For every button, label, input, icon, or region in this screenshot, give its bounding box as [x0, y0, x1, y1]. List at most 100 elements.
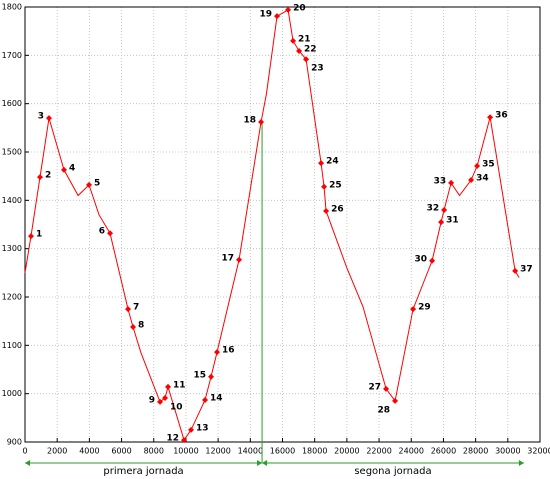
waypoint-marker: [208, 373, 215, 380]
waypoint-marker: [296, 47, 303, 54]
waypoint-marker: [165, 383, 172, 390]
waypoint-marker: [130, 323, 137, 330]
waypoint-marker: [36, 174, 43, 181]
waypoint-label: 1: [36, 230, 42, 240]
waypoint-marker: [86, 181, 93, 188]
waypoint-label: 28: [378, 405, 391, 415]
waypoint-marker: [318, 160, 325, 167]
x-tick-label: 6000: [111, 447, 131, 456]
waypoint-marker: [429, 257, 436, 264]
waypoint-marker: [448, 179, 455, 186]
x-tick-label: 18000: [302, 447, 327, 456]
y-tick-label: 1300: [2, 244, 22, 253]
arrow-head: [257, 460, 263, 466]
waypoint-label: 5: [94, 178, 100, 188]
waypoint-label: 31: [446, 216, 459, 226]
waypoint-marker: [383, 385, 390, 392]
waypoint-marker: [188, 426, 195, 433]
profile-line: [24, 9, 520, 442]
stage-label: primera jornada: [103, 466, 183, 477]
x-tick-label: 2000: [47, 447, 67, 456]
waypoint-label: 14: [210, 393, 223, 403]
waypoint-marker: [392, 397, 399, 404]
x-tick-label: 24000: [399, 447, 424, 456]
x-tick-label: 8000: [144, 447, 164, 456]
waypoint-marker: [474, 163, 481, 170]
waypoint-label: 30: [415, 254, 428, 264]
waypoint-label: 10: [170, 403, 183, 413]
waypoint-label: 19: [260, 10, 273, 20]
arrow-head: [25, 460, 30, 466]
y-tick-label: 900: [7, 438, 22, 447]
waypoint-label: 8: [138, 320, 144, 330]
waypoint-label: 4: [69, 163, 75, 173]
y-tick-label: 1500: [2, 148, 22, 157]
x-tick-label: 14000: [238, 447, 263, 456]
waypoint-marker: [46, 115, 53, 122]
waypoint-label: 15: [194, 370, 207, 380]
waypoint-marker: [258, 119, 265, 126]
waypoint-label: 9: [149, 395, 155, 405]
waypoint-label: 34: [476, 174, 489, 184]
x-tick-label: 12000: [205, 447, 230, 456]
waypoint-marker: [214, 349, 221, 356]
y-tick-label: 1200: [2, 293, 22, 302]
x-tick-label: 0: [22, 447, 27, 456]
waypoint-label: 24: [326, 157, 339, 167]
waypoint-label: 6: [99, 227, 105, 237]
waypoint-marker: [28, 233, 35, 240]
waypoint-label: 12: [167, 434, 180, 444]
waypoint-marker: [321, 183, 328, 190]
y-tick-label: 1700: [2, 51, 22, 60]
waypoint-label: 23: [311, 64, 324, 74]
waypoint-marker: [438, 219, 445, 226]
x-tick-label: 26000: [431, 447, 456, 456]
x-tick-label: 16000: [270, 447, 295, 456]
x-tick-label: 10000: [173, 447, 198, 456]
x-tick-label: 28000: [463, 447, 488, 456]
waypoint-label: 25: [329, 180, 342, 190]
waypoint-marker: [468, 177, 475, 184]
waypoint-marker: [236, 256, 243, 263]
waypoint-label: 27: [369, 382, 382, 392]
waypoint-label: 2: [45, 171, 51, 181]
waypoint-label: 16: [222, 346, 235, 356]
waypoint-marker: [157, 398, 164, 405]
y-tick-label: 1100: [2, 341, 22, 350]
stage-label: segona jornada: [354, 466, 431, 477]
arrow-head: [518, 460, 524, 466]
waypoint-marker: [107, 230, 114, 237]
waypoint-marker: [285, 6, 292, 13]
waypoint-label: 26: [331, 204, 344, 214]
waypoint-label: 13: [196, 423, 209, 433]
waypoint-marker: [487, 114, 494, 121]
waypoint-label: 17: [222, 253, 235, 263]
waypoint-marker: [274, 13, 281, 20]
x-tick-label: 30000: [495, 447, 520, 456]
waypoint-label: 7: [133, 303, 139, 313]
y-tick-label: 1000: [2, 389, 22, 398]
waypoint-marker: [323, 207, 330, 214]
waypoint-marker: [181, 437, 188, 444]
waypoint-marker: [290, 37, 297, 44]
waypoint-marker: [202, 396, 209, 403]
waypoint-label: 36: [495, 111, 508, 121]
waypoint-marker: [162, 395, 169, 402]
waypoint-label: 29: [418, 303, 431, 313]
x-tick-label: 20000: [334, 447, 359, 456]
waypoint-marker: [441, 207, 448, 213]
y-tick-label: 1600: [2, 99, 22, 108]
x-tick-label: 22000: [366, 447, 391, 456]
waypoint-label: 22: [304, 44, 317, 54]
waypoint-label: 18: [244, 116, 257, 126]
waypoint-label: 11: [173, 380, 186, 390]
x-tick-label: 4000: [79, 447, 99, 456]
x-tick-label: 32000: [527, 447, 550, 456]
waypoint-label: 21: [298, 34, 311, 44]
waypoint-label: 20: [293, 3, 306, 13]
waypoint-marker: [61, 166, 68, 173]
waypoint-label: 37: [520, 264, 533, 274]
waypoint-label: 3: [38, 112, 44, 122]
waypoint-marker: [410, 306, 417, 313]
